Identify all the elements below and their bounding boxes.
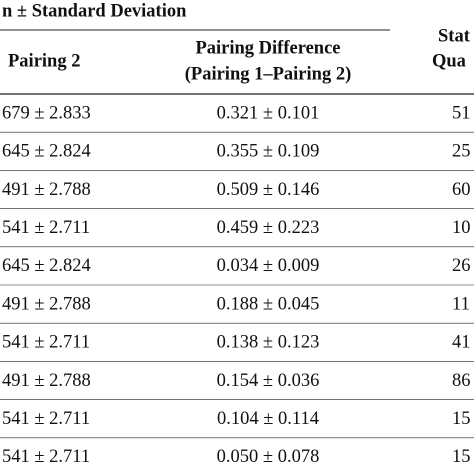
table-cell: 25 [452,142,471,162]
table-cell: 10 [452,218,471,238]
table-cell: 491 ± 2.788 [2,294,91,314]
table-cell: 11 [452,294,470,314]
column-header: Pairing Difference [195,38,340,58]
group-title: n ± Standard Deviation [2,1,187,21]
table-cell: 0.459 ± 0.223 [217,218,320,238]
table-cell: 0.188 ± 0.045 [217,294,320,314]
table-cell: 679 ± 2.833 [2,103,91,123]
table-cell: 541 ± 2.711 [2,218,90,238]
table-cell: 0.034 ± 0.009 [217,256,320,276]
table-cell: 645 ± 2.824 [2,142,91,162]
table-cell: 60 [452,180,471,200]
table-cell: 541 ± 2.711 [2,447,90,467]
column-header: Qua [432,51,466,71]
column-header: (Pairing 1–Pairing 2) [185,64,351,84]
table-cell: 15 [452,447,471,467]
table-cell: 0.050 ± 0.078 [217,447,320,467]
table-cell: 51 [452,103,471,123]
table-cell: 0.321 ± 0.101 [217,103,320,123]
table-cell: 541 ± 2.711 [2,333,90,353]
column-header: Pairing 2 [8,51,80,71]
table-cell: 0.509 ± 0.146 [217,180,320,200]
table-cell: 541 ± 2.711 [2,409,90,429]
table-cell: 41 [452,333,471,353]
table-cell: 26 [452,256,471,276]
table-cell: 86 [452,371,471,391]
table-cell: 0.154 ± 0.036 [217,371,320,391]
table-cell: 15 [452,409,471,429]
table-cell: 0.138 ± 0.123 [217,333,320,353]
table-cell: 645 ± 2.824 [2,256,91,276]
table-cell: 491 ± 2.788 [2,180,91,200]
table-cell: 491 ± 2.788 [2,371,91,391]
table-cell: 0.104 ± 0.114 [217,409,319,429]
table-cell: 0.355 ± 0.109 [217,142,320,162]
column-header: Stat [438,26,471,46]
